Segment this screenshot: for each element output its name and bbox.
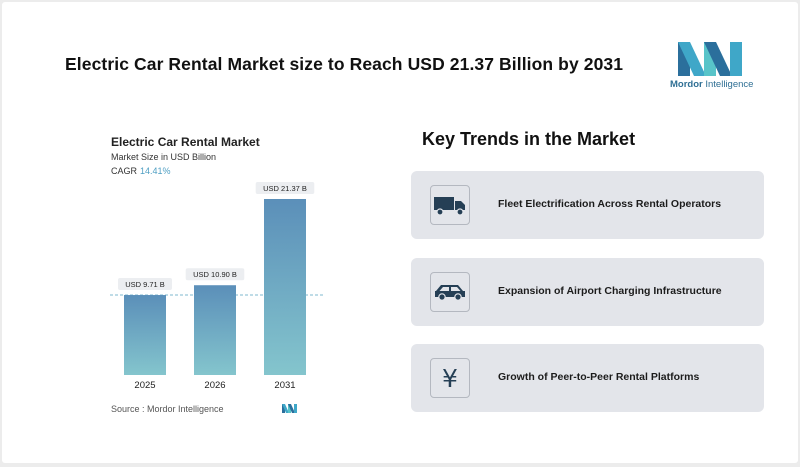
trend-icon-frame: [430, 185, 470, 225]
trend-card-peer-to-peer: ¥ Growth of Peer-to-Peer Rental Platform…: [411, 344, 764, 412]
mordor-mini-logo-icon: [282, 404, 297, 413]
mordor-logo-icon: [678, 42, 742, 76]
x-tick-label: 2026: [204, 380, 225, 391]
page-title: Electric Car Rental Market size to Reach…: [65, 54, 624, 74]
chart-subtitle: Market Size in USD Billion: [111, 152, 217, 162]
data-label-background: [118, 278, 172, 291]
trend-card-airport-charging: Expansion of Airport Charging Infrastruc…: [411, 258, 764, 326]
bar-2031: [264, 199, 306, 375]
x-tick-label: 2031: [274, 380, 295, 391]
trend-card-fleet-electrification: Fleet Electrification Across Rental Oper…: [411, 171, 764, 239]
data-label: USD 21.37 B: [263, 184, 307, 193]
trend-label: Growth of Peer-to-Peer Rental Platforms: [498, 371, 700, 383]
trend-label: Fleet Electrification Across Rental Oper…: [498, 198, 722, 210]
source-note: Source : Mordor Intelligence: [111, 404, 224, 414]
cagr-label: CAGR: [111, 166, 138, 176]
chart-title: Electric Car Rental Market: [111, 135, 260, 149]
car-icon: [435, 285, 465, 301]
data-label: USD 9.71 B: [125, 280, 165, 289]
bar-chart: USD 9.71 B 2025 USD 10.90 B 2026 USD 21.37 B…: [110, 182, 324, 391]
trend-icon-frame: ¥: [430, 358, 470, 398]
data-label-background: [185, 268, 245, 281]
bar-2026: [194, 285, 236, 375]
yen-icon: ¥: [442, 363, 458, 393]
data-label: USD 10.90 B: [193, 270, 237, 279]
trend-icon-frame: [430, 272, 470, 312]
cagr-value: 14.41%: [140, 166, 171, 176]
truck-icon: [434, 197, 465, 216]
x-tick-label: 2025: [134, 380, 155, 391]
logo-wordmark: Mordor Intelligence: [670, 79, 754, 90]
trends-title: Key Trends in the Market: [422, 129, 636, 149]
trend-label: Expansion of Airport Charging Infrastruc…: [498, 285, 722, 297]
data-label-background: [255, 182, 315, 194]
bar-2025: [124, 295, 166, 375]
chart-cagr: CAGR 14.41%: [111, 166, 171, 176]
